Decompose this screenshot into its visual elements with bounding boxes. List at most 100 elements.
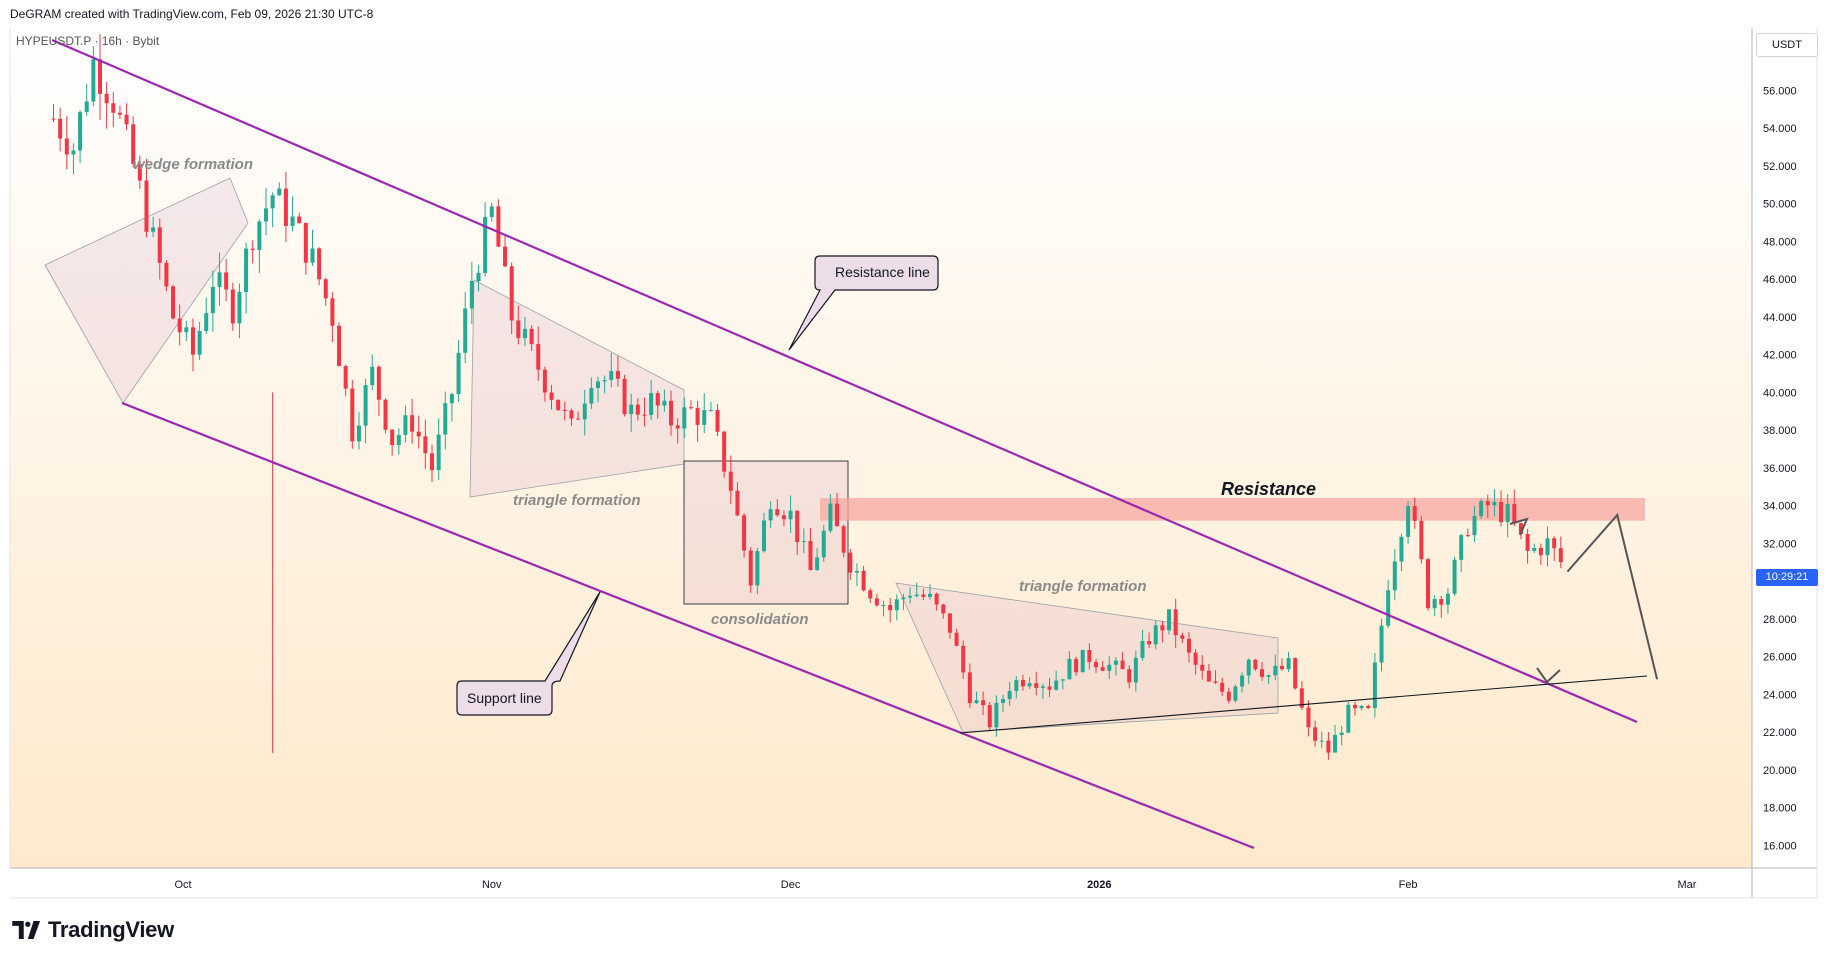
time-tick-label: Oct <box>174 879 191 891</box>
candle <box>635 398 640 421</box>
candle <box>1306 700 1311 737</box>
candle <box>1359 704 1364 711</box>
candle <box>1087 643 1092 670</box>
candle <box>337 322 342 367</box>
candle <box>230 282 235 331</box>
candle <box>1492 489 1497 517</box>
projection-arrowhead <box>1536 667 1561 684</box>
candle <box>104 82 109 129</box>
candle <box>1226 687 1231 704</box>
candle <box>596 376 600 403</box>
candle <box>542 366 547 402</box>
candle <box>71 143 76 175</box>
candle <box>416 415 421 449</box>
candle <box>1333 725 1338 753</box>
candle <box>1193 649 1198 675</box>
support-line-callout[interactable] <box>456 591 601 716</box>
candle <box>91 46 96 107</box>
triangle-formation-1-label: triangle formation <box>513 492 641 509</box>
candle <box>947 613 952 639</box>
candle <box>423 419 428 469</box>
candle <box>688 400 693 410</box>
price-tick-label: 54.000 <box>1763 123 1797 135</box>
candle <box>576 411 581 420</box>
price-tick-label: 26.000 <box>1763 652 1797 664</box>
candle <box>1080 649 1085 673</box>
candle <box>1279 658 1284 671</box>
candle <box>1352 701 1357 716</box>
triangle-formation-2-shape <box>895 582 1279 733</box>
candle <box>1186 631 1191 663</box>
support-channel-line[interactable] <box>121 401 1255 850</box>
resistance-line-label: Resistance line <box>835 264 930 280</box>
candle <box>1273 654 1278 681</box>
time-tick-label: 2026 <box>1087 879 1111 891</box>
candle <box>443 391 448 450</box>
candle <box>476 264 481 292</box>
candle <box>662 389 667 412</box>
candle <box>682 397 687 439</box>
candle <box>881 600 886 617</box>
candle <box>1452 556 1457 596</box>
candle <box>901 594 906 611</box>
support-line-label: Support line <box>467 690 542 706</box>
price-tick-label: 52.000 <box>1763 161 1797 173</box>
candle <box>1479 498 1484 520</box>
candle <box>642 397 647 427</box>
tradingview-logo-icon <box>12 921 41 939</box>
candle <box>1439 595 1444 618</box>
candle <box>1167 609 1172 635</box>
candle <box>1419 515 1424 564</box>
candle <box>728 455 733 505</box>
candle <box>954 628 959 647</box>
candle <box>1266 674 1271 685</box>
candle <box>290 196 295 232</box>
candle <box>1346 701 1351 734</box>
candle <box>270 192 275 228</box>
candle <box>124 103 129 131</box>
candle <box>1459 533 1464 573</box>
candle <box>1286 651 1291 673</box>
candle <box>1067 651 1072 680</box>
candle <box>51 104 56 122</box>
candle <box>742 512 747 558</box>
resistance-line-callout[interactable] <box>788 255 939 351</box>
candle <box>828 494 833 533</box>
candle <box>835 492 840 527</box>
candle <box>536 326 541 381</box>
candle <box>323 277 328 306</box>
candle <box>1200 654 1205 680</box>
candle <box>669 390 674 436</box>
time-tick-label: Nov <box>482 879 502 891</box>
candle <box>675 418 680 444</box>
candle <box>821 525 826 562</box>
candle <box>1233 684 1238 703</box>
candle <box>210 270 215 332</box>
candle <box>137 155 142 189</box>
candle <box>1293 657 1298 690</box>
candle <box>655 390 660 419</box>
candle <box>934 592 939 611</box>
candle <box>1505 494 1510 538</box>
candle <box>788 495 793 534</box>
tradingview-logo[interactable]: TradingView <box>12 917 174 943</box>
candle <box>649 379 654 421</box>
candle <box>410 398 415 444</box>
candle <box>257 219 262 273</box>
candle <box>735 482 740 517</box>
candle <box>722 430 727 478</box>
candle <box>715 403 720 437</box>
candle <box>815 548 820 571</box>
candle <box>224 258 229 302</box>
candle <box>1014 676 1019 699</box>
currency-selector[interactable]: USDT <box>1756 33 1818 57</box>
candle <box>609 352 614 388</box>
resistance-channel-line[interactable] <box>51 38 1638 724</box>
candle <box>1246 658 1251 684</box>
candle <box>383 398 388 434</box>
candle <box>1047 678 1052 698</box>
candle <box>157 218 162 280</box>
price-tick-label: 24.000 <box>1763 689 1797 701</box>
